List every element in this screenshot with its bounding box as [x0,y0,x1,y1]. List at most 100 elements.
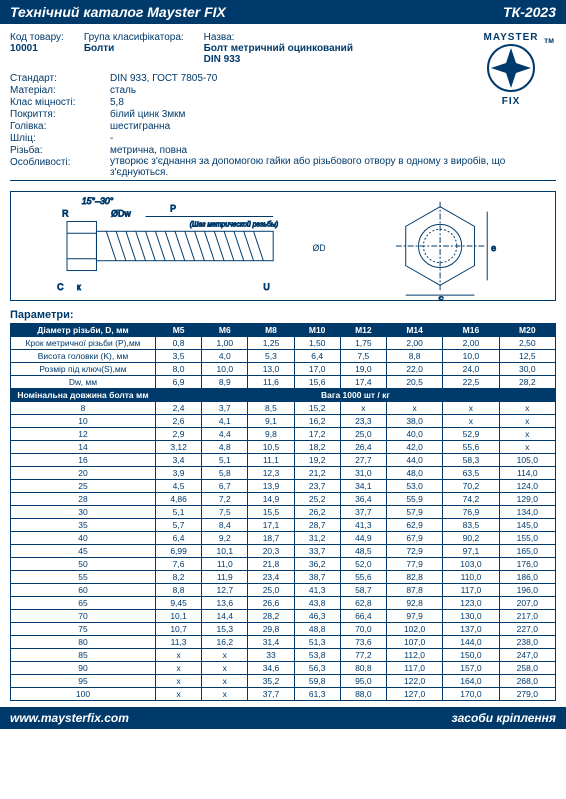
cell: 29,8 [248,623,294,636]
cell: 44,9 [340,532,386,545]
svg-text:U: U [263,282,269,292]
cell: 76,9 [443,506,499,519]
table-row: 95xx35,259,895,0122,0164,0268,0 [11,675,556,688]
cell: x [499,441,555,454]
cell: 10,0 [443,350,499,363]
cell: 33,7 [294,545,340,558]
header-code: ТК-2023 [503,4,556,20]
cell: 18,7 [248,532,294,545]
cell: 88,0 [340,688,386,701]
table-row: 659,4513,626,643,862,892,8123,0207,0 [11,597,556,610]
cell: 7,5 [202,506,248,519]
cell: x [499,402,555,415]
cell: 10 [11,415,156,428]
cell: x [202,662,248,675]
cell: 62,9 [386,519,442,532]
cell: 35 [11,519,156,532]
cell: 12,7 [202,584,248,597]
table-row: Крок метричної різьби (P),мм0,81,001,251… [11,337,556,350]
cell: 28,2 [248,610,294,623]
table-row: Dw, мм6,98,911,615,617,420,522,528,2 [11,376,556,389]
col-header: M8 [248,324,294,337]
cell: 75 [11,623,156,636]
cell: 28,7 [294,519,340,532]
cell: 11,0 [202,558,248,571]
cell: 12,5 [499,350,555,363]
svg-text:P: P [170,204,176,214]
cell: 15,2 [294,402,340,415]
cell: 155,0 [499,532,555,545]
cell: 122,0 [386,675,442,688]
table-row: 82,43,78,515,2xxxx [11,402,556,415]
cell: 12 [11,428,156,441]
spec-row: Особливості:утворює з'єднання за допомог… [10,157,556,178]
cell: 258,0 [499,662,555,675]
cell: 22,5 [443,376,499,389]
cell: 17,2 [294,428,340,441]
cell: 110,0 [443,571,499,584]
cell: Крок метричної різьби (P),мм [11,337,156,350]
cell: 33 [248,649,294,662]
cell: 9,45 [156,597,202,610]
cell: x [499,428,555,441]
cell: x [386,402,442,415]
cell: 5,1 [156,506,202,519]
cell: 28,2 [499,376,555,389]
cell: 92,8 [386,597,442,610]
cell: 238,0 [499,636,555,649]
info-block: Код товару: 10001 Група класифікатора: Б… [0,24,566,187]
cell: 14 [11,441,156,454]
cell: 17,0 [294,363,340,376]
cell: 23,7 [294,480,340,493]
cell: 77,9 [386,558,442,571]
cell: 62,8 [340,597,386,610]
cell: 61,3 [294,688,340,701]
cell: 7,6 [156,558,202,571]
cell: 4,4 [202,428,248,441]
col-header: M16 [443,324,499,337]
cell: 25 [11,480,156,493]
footer-url: www.maysterfix.com [10,711,129,725]
spec-label: Різьба: [10,145,110,156]
cell: 5,8 [202,467,248,480]
cell: 19,0 [340,363,386,376]
table-row: 8011,316,231,451,373,6107,0144,0238,0 [11,636,556,649]
cell: 11,6 [248,376,294,389]
cell: 105,0 [499,454,555,467]
cell: 0,8 [156,337,202,350]
cell: 14,9 [248,493,294,506]
table-row: 163,45,111,119,227,744,058,3105,0 [11,454,556,467]
col-header: M14 [386,324,442,337]
cell: Dw, мм [11,376,156,389]
col-header: M5 [156,324,202,337]
cell: 8,0 [156,363,202,376]
cell: 45 [11,545,156,558]
cell: 207,0 [499,597,555,610]
header-bar: Технічний каталог Mayster FIX ТК-2023 [0,0,566,24]
cell: x [156,662,202,675]
cell: 1,75 [340,337,386,350]
cell: 3,12 [156,441,202,454]
cell: 34,6 [248,662,294,675]
cell: x [202,675,248,688]
svg-text:R: R [62,209,68,219]
cell: 10,1 [202,545,248,558]
cell: 65 [11,597,156,610]
cell: 17,4 [340,376,386,389]
cell: 15,3 [202,623,248,636]
spec-value: метрична, повна [110,145,187,156]
col-header: M12 [340,324,386,337]
logo-bottom: FIX [466,96,556,107]
table-row: 85xx3353,877,2112,0150,0247,0 [11,649,556,662]
cell: 66,4 [340,610,386,623]
footer-bar: www.maysterfix.com засоби кріплення [0,707,566,729]
cell: x [156,688,202,701]
spec-value: 5,8 [110,97,124,108]
table-row: 406,49,218,731,244,967,990,2155,0 [11,532,556,545]
cell: 21,8 [248,558,294,571]
spec-value: - [110,133,113,144]
cell: 4,86 [156,493,202,506]
spec-value: шестигранна [110,121,170,132]
cell: 107,0 [386,636,442,649]
cell: x [443,415,499,428]
